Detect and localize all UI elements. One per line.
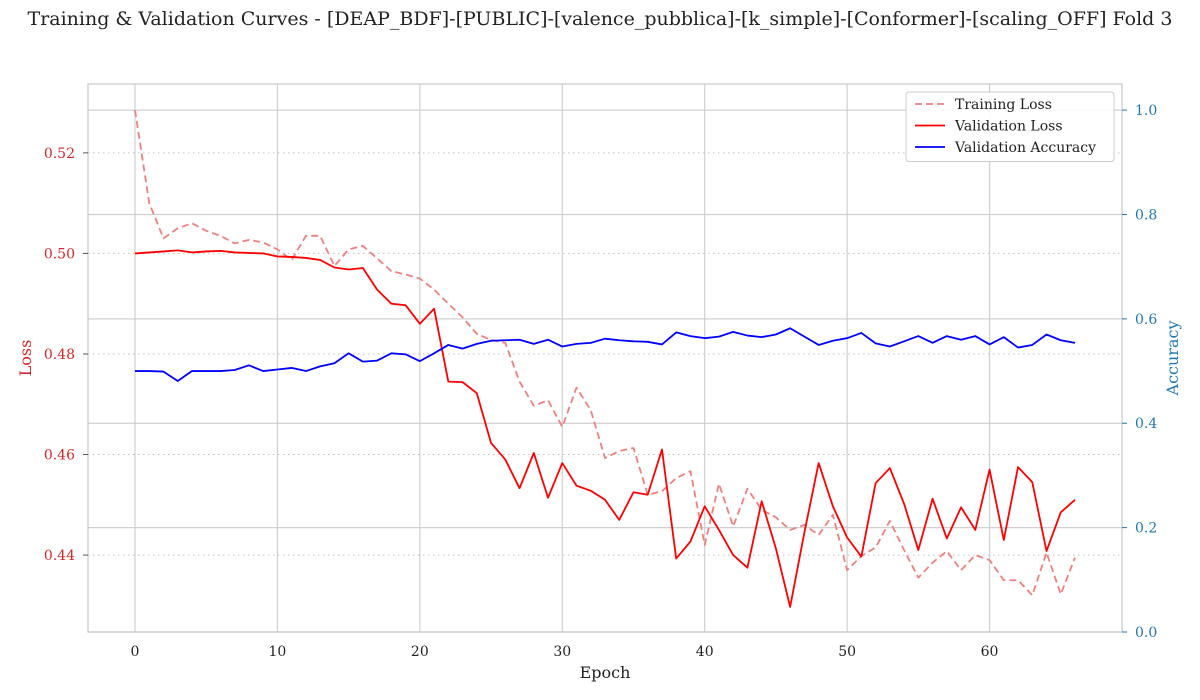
- grid-lines: [88, 84, 1122, 633]
- y-left-tick-label: 0.48: [44, 347, 75, 363]
- x-tick-label: 60: [981, 644, 999, 660]
- y-right-tick-label: 0.2: [1135, 521, 1157, 537]
- series-layer: [134, 110, 1076, 608]
- series-validation-accuracy: [135, 327, 1076, 382]
- tick-labels: 0 10 20 30 40 50 60 0.44 0.46 0.48 0.50 0.52 0.0 0.2 0…: [44, 103, 1158, 660]
- legend: Training Loss Validation Loss Validation A…: [905, 91, 1115, 162]
- y-axis-label-left: Loss: [16, 340, 35, 377]
- x-tick-label: 10: [269, 644, 287, 660]
- y-axis-label-right: Accuracy: [1163, 321, 1182, 397]
- x-tick-label: 0: [131, 644, 140, 660]
- y-left-tick-label: 0.44: [44, 548, 75, 564]
- x-tick-label: 30: [553, 644, 571, 660]
- chart-title: Training & Validation Curves - [DEAP_BDF…: [27, 8, 1173, 30]
- legend-label: Validation Accuracy: [954, 140, 1096, 156]
- y-right-tick-label: 0.6: [1135, 312, 1157, 328]
- y-right-tick-label: 0.8: [1135, 207, 1157, 223]
- plot-frame: [87, 83, 1123, 633]
- y-right-tick-label: 0.4: [1135, 416, 1157, 432]
- legend-box: [905, 91, 1115, 162]
- legend-label: Training Loss: [955, 97, 1052, 113]
- y-left-tick-label: 0.52: [44, 146, 75, 162]
- x-tick-label: 40: [696, 644, 714, 660]
- series-training-loss: [134, 110, 1076, 597]
- y-left-tick-label: 0.46: [44, 448, 75, 464]
- series-validation-loss: [134, 249, 1076, 608]
- x-axis-label: Epoch: [580, 663, 631, 682]
- y-right-tick-label: 0.0: [1135, 625, 1157, 641]
- y-left-tick-label: 0.50: [44, 246, 75, 262]
- x-tick-label: 20: [411, 644, 429, 660]
- x-tick-label: 50: [838, 644, 856, 660]
- legend-label: Validation Loss: [954, 119, 1063, 135]
- y-right-tick-label: 1.0: [1135, 103, 1157, 119]
